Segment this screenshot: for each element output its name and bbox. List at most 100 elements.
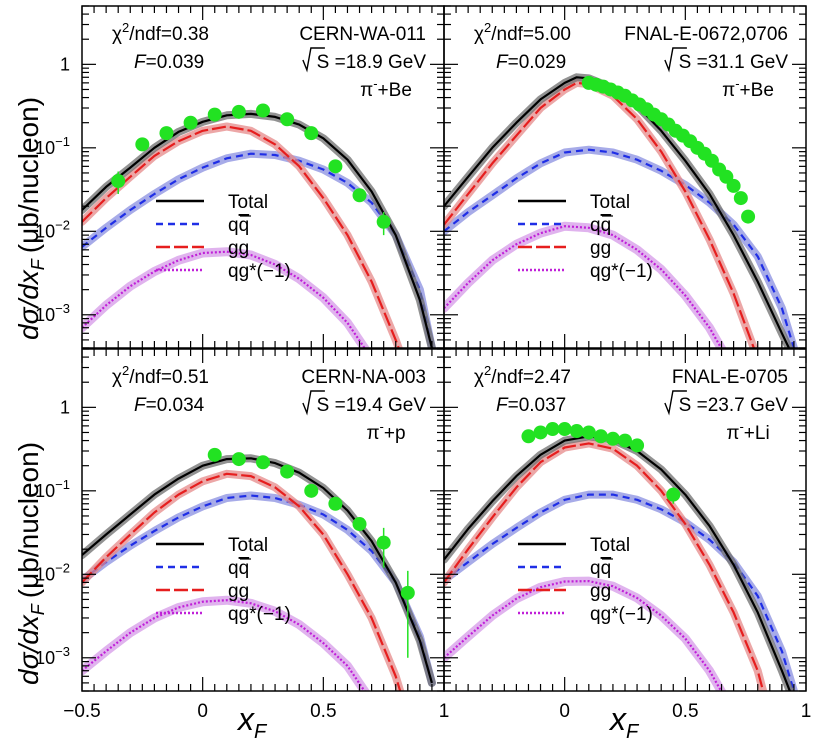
chi2-value: /ndf=0.38 <box>129 24 209 45</box>
y-axis-label: dσ/dxF(μb/nucleon) <box>13 97 48 340</box>
legend-qbar: q <box>601 215 612 236</box>
y-tick-label: 10−3 <box>35 301 70 325</box>
F-symbol: F <box>496 52 509 73</box>
legend-qbar: q <box>601 558 612 579</box>
chi2-symbol: χ <box>474 367 484 388</box>
y-tick-label-exp: −3 <box>55 301 70 316</box>
chi2-label: χ2/ndf=5.00 <box>474 20 571 45</box>
x-axis-label-left: xF <box>236 701 268 743</box>
y-tick-label: 1 <box>60 54 70 74</box>
legend-label-qg: qg*(−1) <box>590 604 653 625</box>
F-label: F=0.034 <box>134 395 205 416</box>
y-tick-label-base: 1 <box>60 54 70 74</box>
x-tick-label: −0.5 <box>63 701 101 722</box>
F-symbol: F <box>496 395 509 416</box>
legend-label-qg: qg*(−1) <box>228 261 291 282</box>
F-label: F=0.029 <box>496 52 566 73</box>
chi2-label: χ2/ndf=0.38 <box>112 20 209 45</box>
data-point <box>545 422 560 437</box>
y-tick-label: 1 <box>60 397 70 417</box>
x-tick-label: 0.5 <box>672 701 698 722</box>
panel-cern-na-003: 110−110−210−3−0.5 0 0.5 1χ2/ndf=0.51F=0.034… <box>35 348 449 722</box>
chi2-symbol: χ <box>474 24 484 45</box>
reaction-charge: - <box>373 76 377 91</box>
data-point <box>733 191 748 206</box>
chi2-exp: 2 <box>484 363 491 378</box>
data-point <box>231 452 246 467</box>
data-point <box>376 535 391 550</box>
series-line-gg <box>82 125 400 348</box>
panel-cern-wa-011: 110−110−210−3χ2/ndf=0.38F=0.039CERN-WA-0… <box>35 5 445 349</box>
svg-text:dσ/dxF(μb/nucleon): dσ/dxF(μb/nucleon) <box>13 97 48 340</box>
data-point <box>328 496 343 511</box>
data-point <box>605 431 620 446</box>
legend-label-total: Total <box>228 192 268 213</box>
chi2-value: /ndf=0.51 <box>129 367 209 388</box>
legend-label-total: Total <box>590 192 630 213</box>
y-tick-label-exp: −1 <box>55 477 70 492</box>
reaction-target: +p <box>384 423 406 444</box>
y-tick-label-exp: −2 <box>55 217 70 232</box>
data-point <box>593 429 608 444</box>
x-tick-label: 0.5 <box>310 701 336 722</box>
y-tick-label-exp: −2 <box>55 560 70 575</box>
series-line-qg <box>82 599 366 691</box>
energy-label: S =19.4 GeV <box>317 395 427 416</box>
y-tick-label: 10−2 <box>35 217 70 241</box>
data-point <box>741 209 756 224</box>
panel-fnal-e-0672: χ2/ndf=5.00 F=0.029 FNAL-E-0672,0706 S =31.… <box>443 5 807 349</box>
data-point <box>304 483 319 498</box>
data-point <box>256 455 270 470</box>
y-tick-label: 10−2 <box>35 560 70 584</box>
legend-label-total: Total <box>228 535 268 556</box>
y-tick-label-base: 10 <box>35 481 55 501</box>
chi2-exp: 2 <box>122 363 129 378</box>
data-point <box>256 103 270 118</box>
F-symbol: F <box>134 395 147 416</box>
data-point <box>159 126 174 141</box>
reaction-pion: π <box>366 423 379 444</box>
data-point <box>207 447 222 462</box>
data-point <box>280 464 295 479</box>
data-point <box>569 424 584 439</box>
data-point <box>666 487 681 502</box>
data-point <box>135 137 150 152</box>
data-point <box>111 174 126 189</box>
data-point <box>726 178 741 193</box>
sqrt-sign <box>302 390 325 416</box>
data-point <box>328 159 343 174</box>
legend-q: q <box>590 215 601 236</box>
legend-q: q <box>228 215 239 236</box>
y-tick-label-base: 10 <box>35 305 55 325</box>
x-axis-label-right: xF <box>608 701 640 743</box>
reaction-target: +Li <box>744 423 770 444</box>
legend-label-qqbar: qq <box>228 558 249 579</box>
plot-area <box>444 422 798 691</box>
x-tick-label: 0 <box>559 701 570 722</box>
chi2-value: /ndf=5.00 <box>491 24 571 45</box>
data-point <box>352 188 367 203</box>
series-line-qqbar <box>444 493 795 691</box>
y-tick-label-base: 10 <box>35 564 55 584</box>
experiment-label: FNAL-E-0705 <box>672 367 788 388</box>
y-tick-label: 10−1 <box>35 134 70 158</box>
legend-label-gg: gg <box>590 581 611 602</box>
data-point <box>183 115 198 130</box>
F-value: =0.037 <box>508 395 567 416</box>
data-point <box>618 433 632 448</box>
legend-label-gg: gg <box>590 238 611 259</box>
y-tick-label-base: 1 <box>60 397 70 417</box>
reaction-label: π-+Li <box>726 419 769 444</box>
y-tick-label-exp: −3 <box>55 644 70 659</box>
data-point <box>304 126 319 141</box>
data-point <box>207 107 222 122</box>
svg-text:dσ/dxF(μb/nucleon): dσ/dxF(μb/nucleon) <box>13 442 48 685</box>
data-point <box>581 425 596 440</box>
data-point <box>352 517 367 532</box>
chi2-exp: 2 <box>484 20 491 35</box>
x-tick-label: 0 <box>197 701 208 722</box>
series-line-qg <box>82 250 366 348</box>
chi2-symbol: χ <box>112 24 122 45</box>
data-point <box>533 425 548 440</box>
